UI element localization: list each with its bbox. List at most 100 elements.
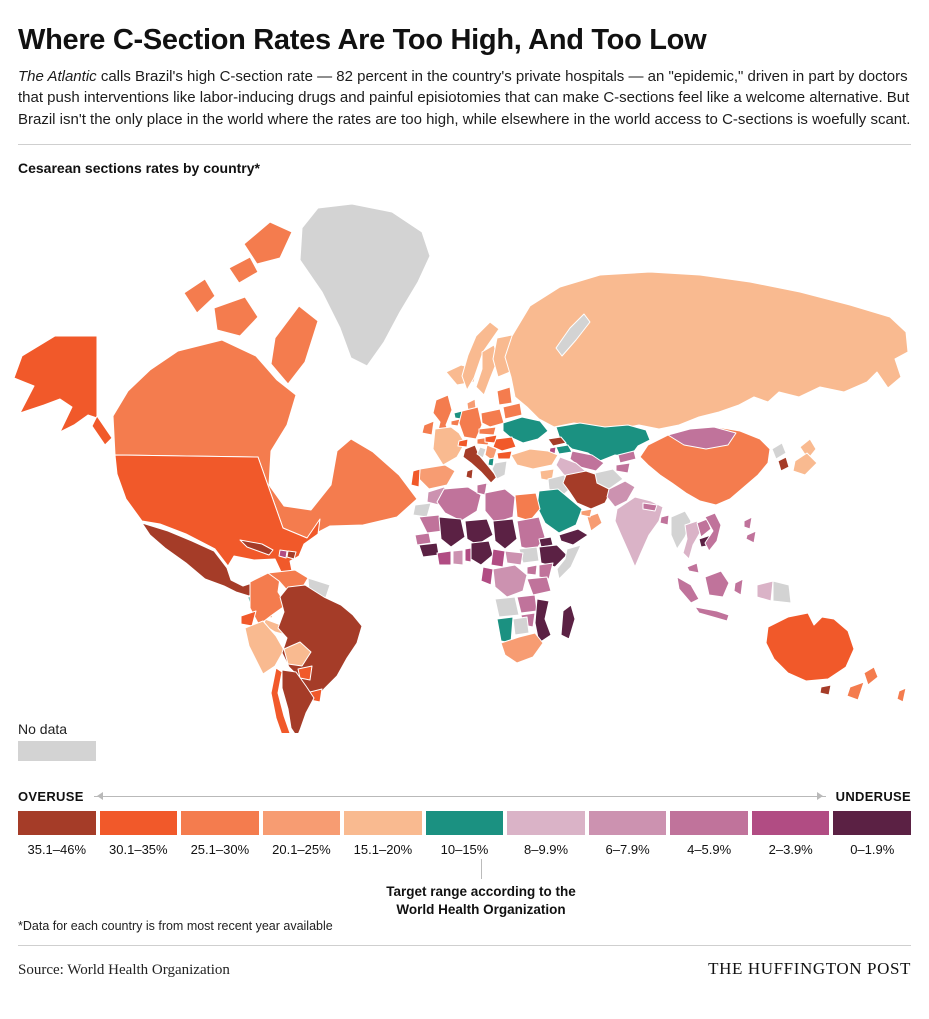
country-germany bbox=[458, 406, 483, 440]
country-bulgaria bbox=[496, 450, 513, 460]
legend-label: 8–9.9% bbox=[524, 841, 569, 857]
choropleth-svg bbox=[13, 203, 909, 733]
country-romania bbox=[492, 436, 517, 452]
legend: OVERUSE UNDERUSE 35.1–46% 30.1–35% 25.1–30… bbox=[0, 789, 929, 933]
target-tick-line bbox=[481, 858, 482, 879]
scale-arrow-line bbox=[93, 791, 826, 800]
country-ireland bbox=[421, 420, 435, 436]
legend-swatch bbox=[507, 810, 585, 835]
country-somalia bbox=[556, 544, 582, 580]
country-papua-new-guinea bbox=[772, 580, 792, 604]
country-ecuador bbox=[240, 610, 257, 627]
legend-swatch bbox=[181, 810, 259, 835]
country-albania bbox=[487, 457, 495, 467]
country-russia bbox=[504, 271, 909, 430]
country-greenland bbox=[299, 203, 431, 367]
legend-swatch bbox=[588, 810, 667, 835]
page-title: Where C-Section Rates Are Too High, And … bbox=[18, 24, 707, 56]
country-namibia bbox=[496, 616, 514, 644]
country-egypt bbox=[514, 492, 541, 522]
legend-swatches bbox=[18, 810, 912, 835]
country-bosnia bbox=[476, 446, 487, 459]
country-chile bbox=[270, 667, 291, 733]
legend-swatch bbox=[425, 810, 504, 835]
country-guinea bbox=[418, 542, 440, 558]
legend-scale-row: OVERUSE UNDERUSE bbox=[18, 789, 911, 804]
overuse-label: OVERUSE bbox=[18, 788, 84, 804]
country-congo-gabon bbox=[480, 566, 494, 586]
legend-label: 20.1–25% bbox=[272, 841, 331, 857]
country-mozambique-malawi bbox=[534, 598, 552, 644]
no-data-label: No data bbox=[18, 720, 68, 737]
legend-label: 25.1–30% bbox=[190, 841, 250, 857]
legend-label: 15.1–20% bbox=[353, 841, 413, 857]
country-yemen bbox=[558, 528, 589, 546]
no-data-key: No data bbox=[18, 721, 96, 761]
country-bolivia bbox=[283, 641, 312, 667]
legend-label: 4–5.9% bbox=[687, 841, 732, 857]
country-cuba bbox=[239, 539, 274, 556]
country-dr-congo bbox=[492, 564, 528, 598]
legend-swatch bbox=[262, 810, 341, 835]
underuse-label: UNDERUSE bbox=[835, 788, 911, 804]
target-annotation: Target range according to the World Heal… bbox=[18, 857, 911, 917]
legend-label: 35.1–46% bbox=[27, 841, 87, 857]
country-belarus bbox=[502, 402, 523, 420]
country-indonesia bbox=[676, 570, 744, 622]
country-tasmania bbox=[819, 684, 832, 696]
country-france bbox=[432, 426, 466, 466]
country-western-sahara bbox=[412, 502, 432, 518]
country-portugal bbox=[410, 468, 421, 488]
country-saudi-arabia bbox=[536, 488, 583, 534]
country-oman bbox=[586, 512, 603, 532]
country-greece bbox=[491, 460, 508, 480]
legend-label: 10–15% bbox=[440, 841, 489, 857]
country-kyrgyzstan bbox=[617, 450, 637, 464]
legend-label: 6–7.9% bbox=[605, 841, 650, 857]
country-dominican-republic bbox=[286, 550, 297, 560]
country-new-zealand bbox=[846, 666, 879, 701]
legend-label: 0–1.9% bbox=[850, 841, 895, 857]
world-map: No data bbox=[0, 188, 929, 761]
country-czech-slovakia bbox=[478, 426, 497, 436]
country-myanmar bbox=[670, 510, 692, 550]
source-credit: Source: World Health Organization bbox=[18, 961, 230, 978]
country-nepal bbox=[642, 502, 658, 512]
legend-swatch bbox=[751, 810, 830, 835]
country-south-korea bbox=[777, 456, 790, 472]
country-china bbox=[639, 426, 771, 506]
country-philippines bbox=[743, 516, 757, 544]
country-papua-indonesia bbox=[756, 580, 774, 602]
country-baltic-states bbox=[496, 386, 513, 406]
footer-divider bbox=[18, 944, 911, 946]
country-norway bbox=[461, 321, 500, 391]
legend-swatch bbox=[99, 810, 178, 835]
target-note-line1: Target range according to the bbox=[386, 883, 576, 899]
legend-labels: 35.1–46% 30.1–35% 25.1–30% 20.1–25% 15.1–20%… bbox=[18, 842, 911, 857]
country-bangladesh bbox=[659, 514, 670, 526]
no-data-swatch bbox=[18, 740, 96, 761]
country-turkey bbox=[510, 448, 559, 470]
country-north-korea bbox=[771, 442, 787, 460]
country-ukraine bbox=[502, 416, 549, 444]
country-uzbekistan bbox=[569, 450, 605, 472]
country-uganda bbox=[526, 564, 538, 576]
country-libya bbox=[484, 488, 516, 524]
country-central-african-republic bbox=[504, 550, 524, 566]
country-ivory-coast bbox=[436, 550, 452, 566]
country-azerbaijan bbox=[555, 444, 573, 455]
country-mongolia bbox=[667, 426, 737, 450]
country-japan bbox=[792, 438, 818, 476]
header-divider bbox=[18, 143, 911, 145]
country-afghanistan bbox=[594, 468, 624, 490]
country-kenya bbox=[538, 562, 554, 580]
country-india bbox=[614, 496, 664, 568]
legend-swatch bbox=[670, 810, 748, 835]
country-australia bbox=[765, 612, 855, 682]
intro-paragraph: The Atlantic calls Brazil's high C-secti… bbox=[18, 66, 911, 130]
country-south-africa bbox=[500, 632, 544, 664]
legend-swatch bbox=[18, 810, 96, 835]
intro-publication-name: The Atlantic bbox=[18, 68, 97, 85]
country-paraguay bbox=[297, 665, 313, 681]
country-ghana bbox=[452, 549, 464, 566]
